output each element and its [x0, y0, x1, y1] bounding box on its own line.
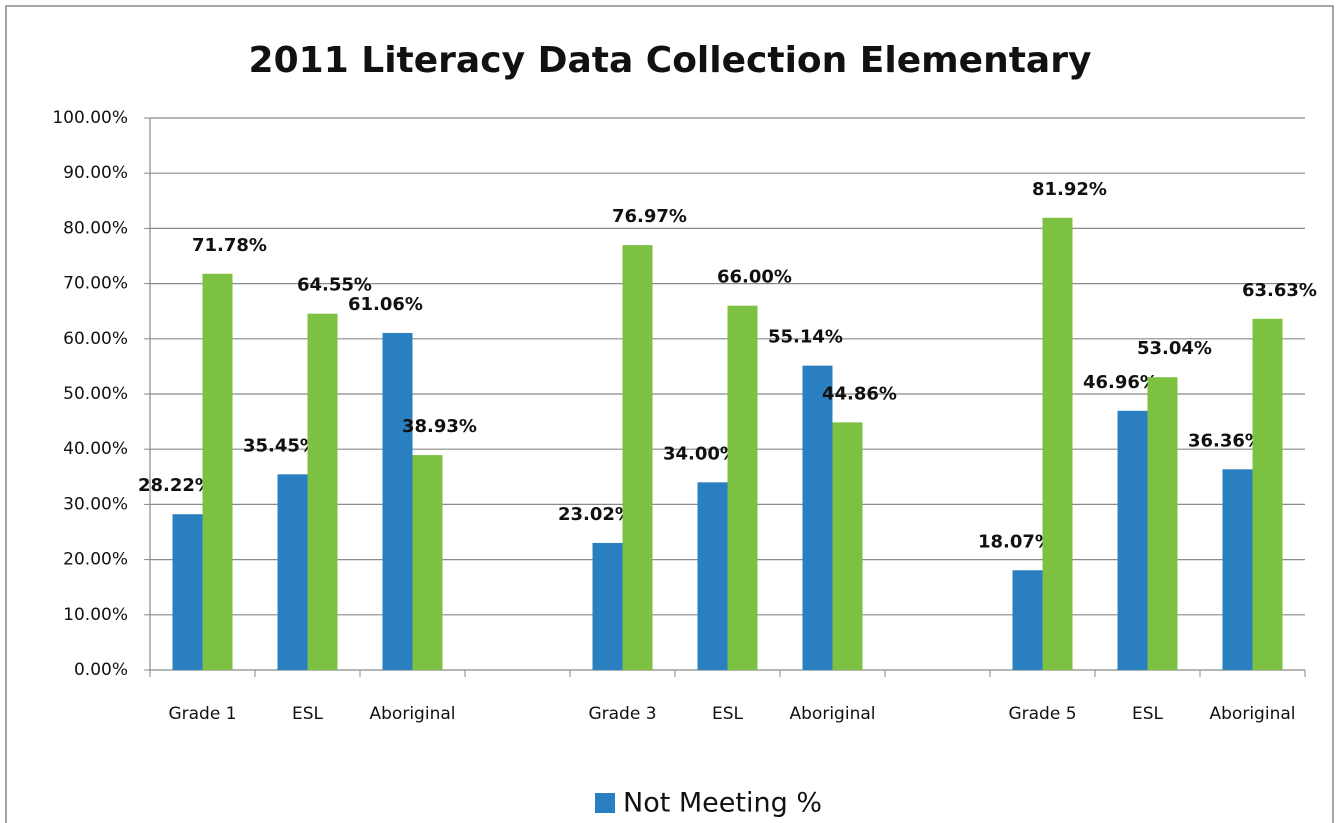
legend-label: Not Meeting % — [623, 788, 822, 819]
x-tick-label: ESL — [712, 704, 744, 724]
data-label: 53.04% — [1137, 338, 1212, 359]
x-tick-label: Grade 1 — [168, 704, 236, 724]
bar — [307, 313, 338, 670]
bar — [202, 273, 233, 670]
data-label: 66.00% — [717, 267, 792, 288]
bar — [832, 422, 863, 670]
x-tick-label: ESL — [1132, 704, 1164, 724]
y-tick-label: 40.00% — [63, 439, 128, 459]
y-tick-label: 70.00% — [63, 274, 128, 294]
data-label: 34.00% — [663, 443, 738, 464]
legend-swatch — [595, 793, 615, 813]
x-tick-label: ESL — [292, 704, 324, 724]
bar — [697, 482, 728, 670]
bar — [1222, 469, 1253, 670]
y-tick-label: 30.00% — [63, 494, 128, 514]
data-label: 23.02% — [558, 504, 633, 525]
data-label: 35.45% — [243, 435, 318, 456]
data-label: 18.07% — [978, 531, 1053, 552]
bar — [727, 305, 758, 670]
y-tick-label: 100.00% — [52, 108, 128, 128]
bar — [1252, 318, 1283, 670]
bar — [1117, 410, 1148, 670]
data-label: 55.14% — [768, 327, 843, 348]
bar — [592, 542, 623, 670]
bar — [277, 474, 308, 670]
y-tick-label: 90.00% — [63, 163, 128, 183]
y-tick-label: 60.00% — [63, 329, 128, 349]
data-label: 61.06% — [348, 294, 423, 315]
bar — [172, 514, 203, 670]
data-label: 64.55% — [297, 275, 372, 296]
x-tick-label: Grade 3 — [588, 704, 656, 724]
x-tick-label: Aboriginal — [370, 704, 456, 724]
data-label: 76.97% — [612, 206, 687, 227]
data-label: 38.93% — [402, 416, 477, 437]
bar — [1042, 217, 1073, 670]
y-tick-label: 80.00% — [63, 218, 128, 238]
bar — [382, 332, 413, 670]
x-tick-label: Grade 5 — [1008, 704, 1076, 724]
y-tick-label: 20.00% — [63, 550, 128, 570]
data-label: 71.78% — [192, 235, 267, 256]
data-label: 81.92% — [1032, 179, 1107, 200]
y-tick-label: 50.00% — [63, 384, 128, 404]
x-tick-label: Aboriginal — [790, 704, 876, 724]
data-label: 46.96% — [1083, 372, 1158, 393]
data-label: 36.36% — [1188, 430, 1263, 451]
data-label: 63.63% — [1242, 280, 1317, 301]
bar — [1147, 377, 1178, 670]
bar — [802, 365, 833, 670]
data-label: 28.22% — [138, 475, 213, 496]
x-tick-label: Aboriginal — [1210, 704, 1296, 724]
bar — [622, 245, 653, 670]
data-label: 44.86% — [822, 383, 897, 404]
y-tick-label: 0.00% — [74, 660, 128, 680]
chart-title: 2011 Literacy Data Collection Elementary — [249, 40, 1092, 81]
bar — [1012, 570, 1043, 670]
bar — [412, 455, 443, 670]
y-tick-label: 10.00% — [63, 605, 128, 625]
